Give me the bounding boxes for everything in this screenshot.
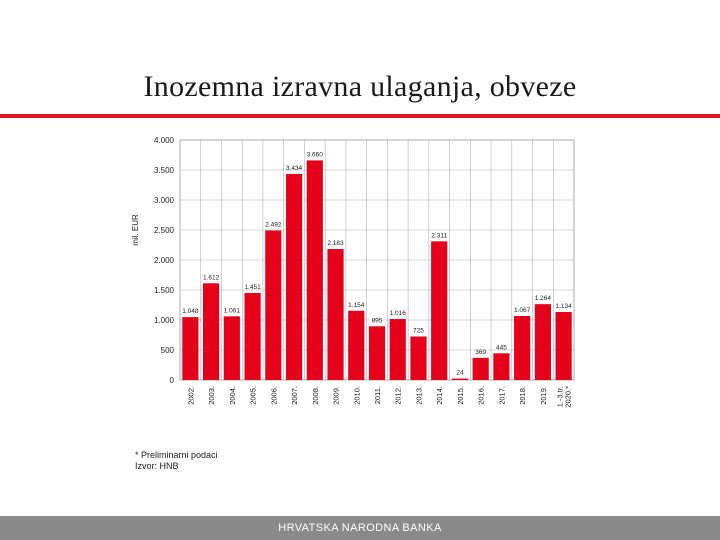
bar	[348, 310, 365, 380]
bar	[451, 378, 469, 380]
bar	[534, 304, 551, 380]
bar	[431, 241, 448, 380]
data-label: 369	[475, 349, 486, 356]
x-tick-label: 2019.	[539, 386, 548, 405]
data-label: 895	[372, 317, 383, 324]
x-tick-label: 2009.	[332, 386, 341, 405]
notes: * Preliminarni podaci Izvor: HNB	[135, 450, 218, 472]
bar	[493, 353, 510, 380]
data-label: 3.434	[286, 165, 303, 172]
bar	[514, 315, 531, 380]
y-tick-label: 0	[170, 376, 175, 385]
data-label: 1.264	[535, 295, 552, 302]
bar	[285, 173, 303, 380]
data-label: 3.660	[307, 151, 324, 158]
bar	[203, 283, 220, 380]
bar	[223, 316, 240, 380]
footnote: * Preliminarni podaci	[135, 450, 218, 460]
footer-band: HRVATSKA NARODNA BANKA	[0, 516, 720, 540]
bar	[244, 292, 261, 380]
x-tick-label: 2014.	[435, 386, 444, 405]
data-label: 2.492	[265, 221, 282, 228]
x-tick-label: 2005.	[249, 386, 258, 405]
data-label: 445	[496, 344, 507, 351]
x-tick-label: 2020.*	[564, 386, 573, 408]
x-tick-label: 1.-3.tr.	[556, 386, 565, 407]
bar	[368, 326, 386, 380]
x-tick-label: 2002.	[186, 386, 195, 405]
bar	[389, 319, 406, 380]
footer-bank-name: HRVATSKA NARODNA BANKA	[278, 522, 442, 534]
x-tick-label: 2013.	[414, 386, 423, 405]
data-label: 1.612	[203, 274, 220, 281]
slide-title: Inozemna izravna ulaganja, obveze	[143, 70, 577, 103]
data-label: 1.154	[348, 302, 365, 309]
bar	[555, 311, 572, 380]
y-tick-label: 2.500	[154, 226, 175, 235]
data-label: 1.016	[390, 310, 407, 317]
y-tick-label: 3.000	[154, 196, 175, 205]
data-label: 1.048	[182, 308, 199, 315]
bar	[306, 160, 323, 380]
x-tick-label: 2008.	[311, 386, 320, 405]
y-tick-label: 3.500	[154, 166, 175, 175]
data-label: 1.134	[555, 303, 572, 310]
x-tick-label: 2012.	[394, 386, 403, 405]
y-tick-label: 500	[161, 346, 175, 355]
bar	[265, 230, 282, 380]
x-tick-label: 2011.	[373, 386, 382, 404]
y-tick-label: 4.000	[154, 136, 175, 145]
data-label: 1.451	[244, 284, 261, 291]
y-tick-label: 1.500	[154, 286, 175, 295]
x-tick-label: 2004.	[228, 386, 237, 405]
title-divider	[0, 114, 720, 118]
bar	[327, 249, 344, 380]
data-label: 24	[456, 370, 464, 377]
source-note: Izvor: HNB	[135, 461, 179, 471]
x-tick-label: 2015.	[456, 386, 465, 405]
x-tick-label: 2017.	[497, 386, 506, 405]
data-label: 2.311	[431, 232, 447, 239]
data-label: 2.183	[327, 240, 344, 247]
x-tick-label: 2003.	[207, 386, 216, 405]
bar	[472, 357, 489, 380]
x-tick-label: 2018.	[518, 386, 527, 405]
x-tick-label: 2007.	[290, 386, 299, 405]
x-tick-label: 2006.	[269, 386, 278, 405]
y-tick-label: 2.000	[154, 256, 175, 265]
bar	[182, 317, 199, 380]
bar-chart: 0 500 1.000 1.500 2.000 2.500 3.000 3.500 4.000 m…	[131, 136, 575, 408]
data-label: 1.067	[514, 307, 531, 314]
data-label: 1.061	[224, 307, 241, 314]
x-tick-label: 2010.	[352, 386, 361, 405]
bar	[410, 336, 427, 380]
data-label: 725	[413, 328, 424, 335]
y-tick-label: 1.000	[154, 316, 175, 325]
x-tick-label: 2016.	[477, 386, 486, 405]
y-axis-label: mil. EUR	[131, 214, 140, 246]
